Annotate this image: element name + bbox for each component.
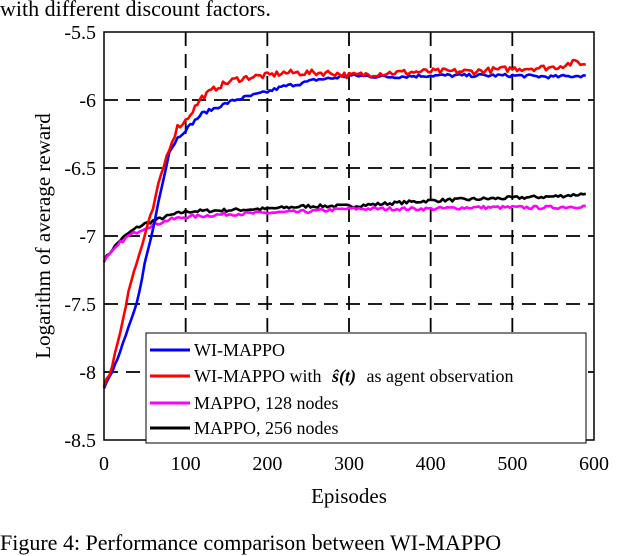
y-tick-label: -8.5 <box>64 430 96 452</box>
y-tick-label: -7.5 <box>64 294 96 316</box>
x-axis-label: Episodes <box>311 484 387 508</box>
figure-caption-top: with different discount factors. <box>0 0 271 21</box>
legend-label-suffix: as agent observation <box>367 366 514 386</box>
series-line-3 <box>102 192 587 263</box>
figure-caption-bottom: Figure 4: Performance comparison between… <box>0 530 502 555</box>
x-tick-label: 200 <box>252 453 282 475</box>
x-tick-labels: 0 100 200 300 400 500 600 <box>99 453 609 475</box>
legend-label-math: ŝ(t) <box>331 366 356 387</box>
x-tick-label: 600 <box>579 453 609 475</box>
y-tick-label: -6 <box>79 90 96 112</box>
x-tick-label: 100 <box>171 453 201 475</box>
legend-label-prefix: WI-MAPPO with <box>194 366 322 386</box>
x-tick-label: 300 <box>334 453 364 475</box>
x-tick-label: 400 <box>416 453 446 475</box>
x-tick-label: 500 <box>497 453 527 475</box>
y-tick-label: -6.5 <box>64 158 96 180</box>
series-line-1 <box>102 58 586 388</box>
x-tick-label: 0 <box>99 453 109 475</box>
series-line-2 <box>102 204 586 263</box>
y-tick-label: -7 <box>79 226 96 248</box>
series-lines <box>102 58 587 389</box>
y-tick-labels: -5.5 -6 -6.5 -7 -7.5 -8 -8.5 <box>64 22 96 452</box>
y-tick-label: -5.5 <box>64 22 96 44</box>
legend-box <box>145 332 587 444</box>
y-axis-label: Logarithm of average reward <box>31 113 55 359</box>
legend-label-mappo-128: MAPPO, 128 nodes <box>194 393 339 413</box>
legend: WI-MAPPO WI-MAPPO with ŝ(t) as agent obs… <box>145 332 587 444</box>
y-tick-label: -8 <box>79 362 96 384</box>
legend-label-mappo-256: MAPPO, 256 nodes <box>194 418 339 438</box>
legend-label-wi-mappo: WI-MAPPO <box>194 340 285 360</box>
legend-label-wi-mappo-observation: WI-MAPPO with ŝ(t) as agent observation <box>194 366 513 387</box>
